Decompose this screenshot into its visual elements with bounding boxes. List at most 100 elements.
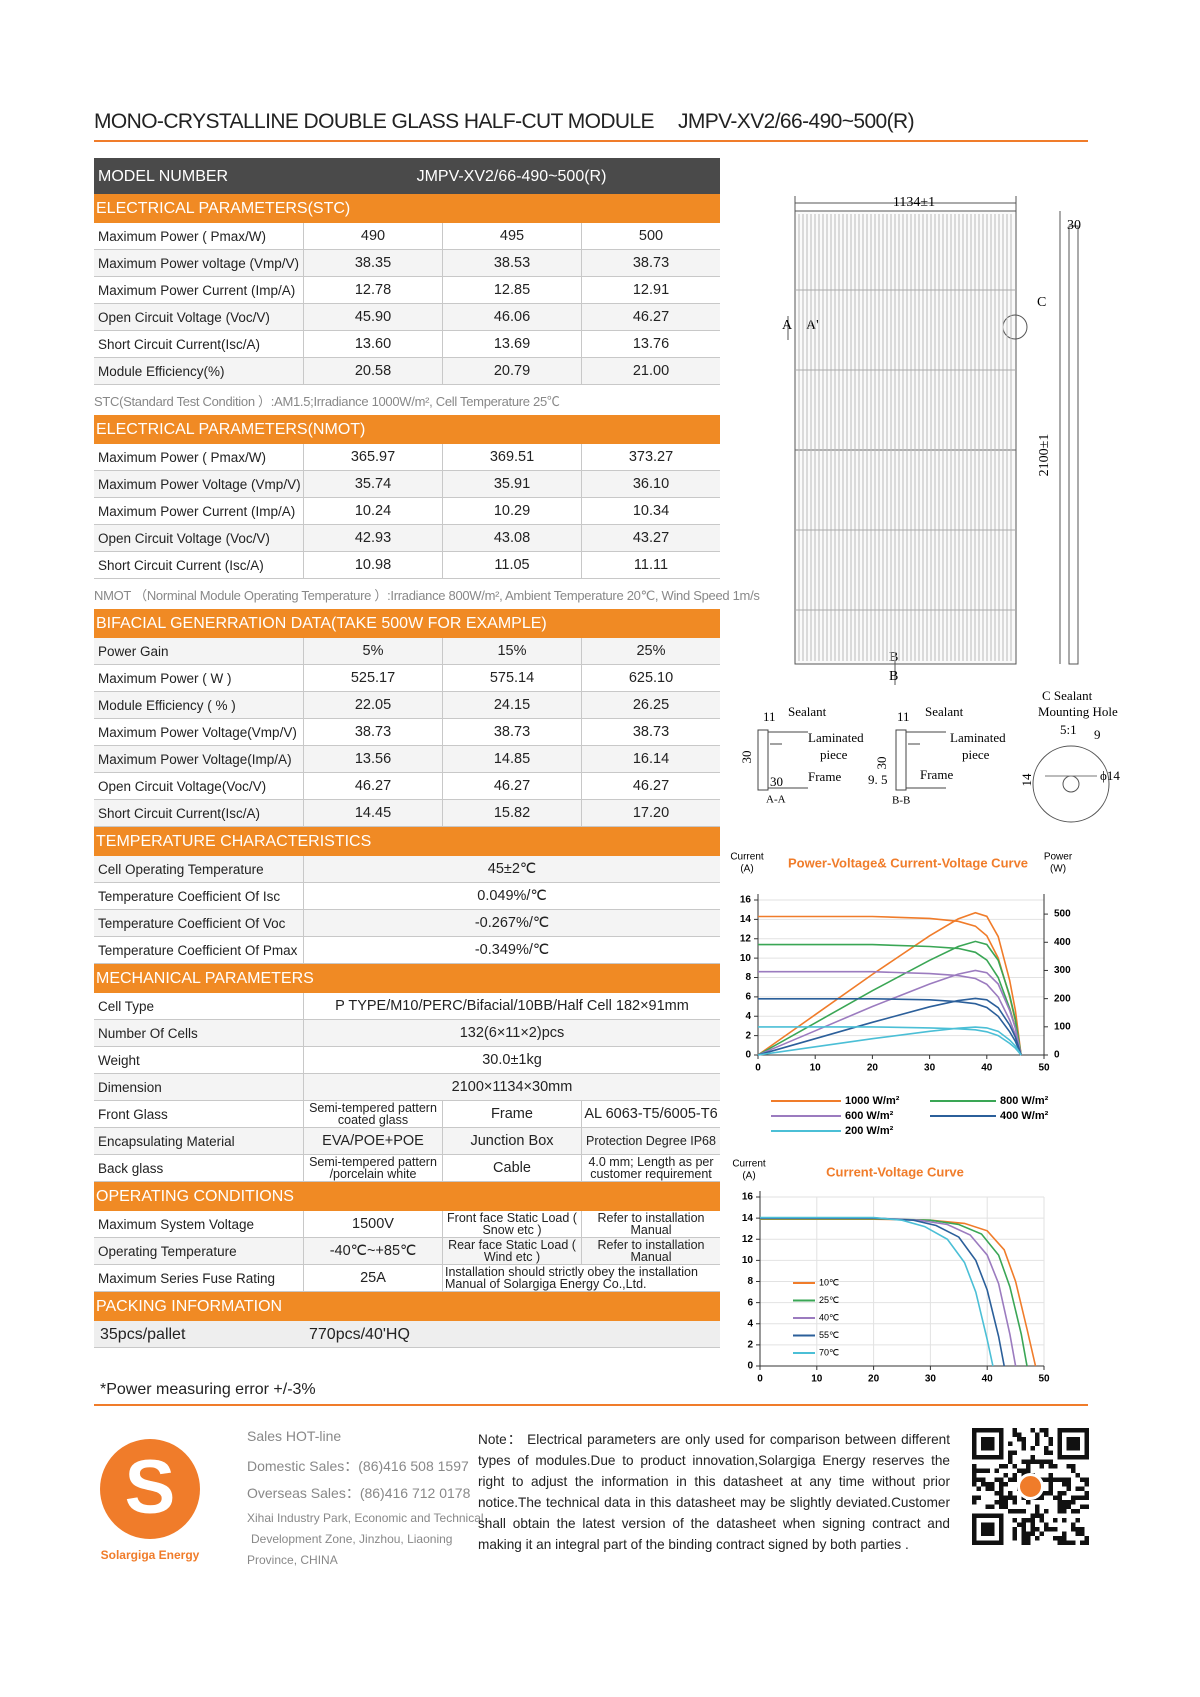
cell-value: 625.10 [581, 665, 720, 691]
qr-module [1048, 1437, 1053, 1442]
cell-value: Cable [442, 1155, 581, 1181]
qr-module [972, 1464, 977, 1469]
row-label: Encapsulating Material [98, 1133, 235, 1149]
logo-name: Solargiga Energy [101, 1548, 200, 1562]
y2-axis-label: (W) [1050, 864, 1066, 875]
cell-value: AL 6063-T5/6005-T6 [581, 1101, 720, 1127]
qr-finder [972, 1513, 1004, 1545]
qr-module [1017, 1522, 1022, 1527]
row-label: Temperature Coefficient Of Voc [98, 915, 286, 931]
qr-module [990, 1486, 995, 1491]
qr-module [1026, 1464, 1031, 1469]
qr-module [1080, 1495, 1085, 1500]
cell-value: 45±2℃ [303, 856, 720, 882]
section-title: PACKING INFORMATION [94, 1292, 720, 1321]
qr-module [1035, 1459, 1040, 1464]
dim-label: 2100±1 [1037, 434, 1052, 477]
row-label: Open Circuit Voltage (Voc/V) [98, 309, 270, 325]
table-row: Dimension 2100×1134×30mm [94, 1074, 720, 1101]
qr-module [1048, 1450, 1053, 1455]
y-axis-label: Current [730, 852, 764, 863]
qr-module [1039, 1464, 1044, 1469]
qr-module [1021, 1540, 1026, 1545]
y2-tick-label: 400 [1054, 937, 1071, 948]
qr-module [1062, 1540, 1067, 1545]
logo-mark: S [125, 1445, 176, 1530]
cell-value: Front face Static Load ( Snow etc ) [442, 1211, 581, 1237]
cell-value: 12.91 [581, 277, 720, 303]
qr-module [1039, 1428, 1044, 1433]
power-line [757, 969, 1022, 1056]
row-label: Short Circuit Current (Isc/A) [98, 557, 264, 573]
qr-module [1021, 1437, 1026, 1442]
y-axis-label: Current [732, 1159, 766, 1170]
qr-code [972, 1428, 1089, 1545]
section-b-label: 30 [874, 757, 889, 770]
table-row: Maximum Power Voltage(Imp/A) 13.56 14.85 16… [94, 746, 720, 773]
cell-value: 30.0±1kg [303, 1047, 720, 1073]
qr-module [1066, 1477, 1071, 1482]
table-row: Operating Temperature -40℃~+85℃ Rear face … [94, 1238, 720, 1265]
y-tick-label: 2 [747, 1340, 753, 1351]
cell-value: 45.90 [303, 304, 442, 330]
y-tick-label: 8 [747, 1276, 753, 1287]
qr-module [1062, 1491, 1067, 1496]
qr-module [1066, 1540, 1071, 1545]
qr-module [1071, 1527, 1076, 1532]
section-note: NMOT （Norminal Module Operating Temperat… [94, 587, 760, 603]
disclaimer: Note： Electrical parameters are only use… [478, 1432, 950, 1552]
current-line [758, 998, 1022, 1056]
x-tick-label: 10 [810, 1063, 822, 1074]
cell-value: Refer to installation Manual [581, 1238, 720, 1264]
row-label: Open Circuit Voltage(Voc/V) [98, 778, 267, 794]
cell-value: 38.35 [303, 250, 442, 276]
section-note: STC(Standard Test Condition ）:AM1.5;Irra… [94, 393, 560, 409]
cell-value: Frame [442, 1101, 581, 1127]
header-model: JMPV-XV2/66-490~500(R) [416, 167, 607, 185]
qr-module [1012, 1536, 1017, 1541]
table-row: Maximum Power Current (Imp/A) 10.24 10.29 1… [94, 498, 720, 525]
x-tick-label: 30 [925, 1374, 937, 1385]
qr-module [1071, 1464, 1076, 1469]
row-label: 35pcs/pallet [100, 1325, 186, 1343]
detail-label: 14 [1019, 773, 1034, 787]
y-tick-label: 12 [740, 933, 752, 944]
table-row: Module Efficiency ( % ) 22.05 24.15 26.25 [94, 692, 720, 719]
y2-axis-label: Power [1044, 852, 1073, 863]
table-row: Module Efficiency(%) 20.58 20.79 21.00 [94, 358, 720, 385]
logo-circle [100, 1439, 200, 1539]
cell-value: 21.00 [581, 358, 720, 384]
table-row: Open Circuit Voltage(Voc/V) 46.27 46.27 46.… [94, 773, 720, 800]
qr-module [1044, 1509, 1049, 1514]
qr-module [1062, 1536, 1067, 1541]
x-tick-label: 0 [757, 1374, 763, 1385]
table-row: Temperature Coefficient Of Voc -0.267%/℃ [94, 910, 720, 937]
qr-module [1026, 1459, 1031, 1464]
detail-label: 5:1 [1060, 722, 1077, 737]
table-row: Maximum Power Voltage(Vmp/V) 38.73 38.73 38… [94, 719, 720, 746]
qr-module [1026, 1536, 1031, 1541]
qr-module [1057, 1536, 1062, 1541]
row-label: Weight [98, 1052, 140, 1068]
table-row: 35pcs/pallet 770pcs/40'HQ [94, 1321, 720, 1348]
row-label: Maximum Power ( Pmax/W) [98, 449, 267, 465]
qr-module [1012, 1500, 1017, 1505]
cell-value: 11.11 [581, 552, 720, 578]
section-title: OPERATING CONDITIONS [94, 1182, 720, 1211]
cell-value: P TYPE/M10/PERC/Bifacial/10BB/Half Cell … [303, 993, 720, 1019]
y-tick-label: 6 [745, 992, 751, 1003]
qr-module [1044, 1432, 1049, 1437]
qr-finder [981, 1522, 995, 1536]
qr-module [1003, 1482, 1008, 1487]
cell-value: 46.27 [581, 304, 720, 330]
qr-module [1075, 1527, 1080, 1532]
cell-value: 26.25 [581, 692, 720, 718]
qr-module [1062, 1504, 1067, 1509]
section-b-label: piece [962, 747, 990, 762]
legend-label: 70℃ [819, 1347, 839, 1357]
cell-value: 10.98 [303, 552, 442, 578]
y-tick-label: 8 [745, 972, 751, 983]
qr-module [1021, 1518, 1026, 1523]
